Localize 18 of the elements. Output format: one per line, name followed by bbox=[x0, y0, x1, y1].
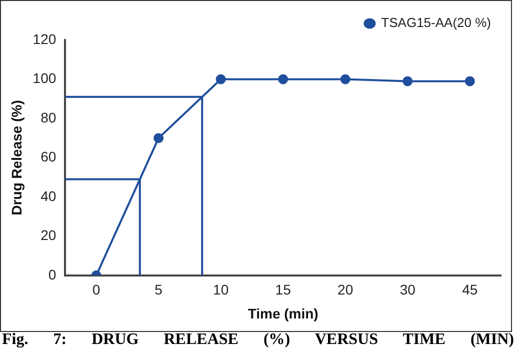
y-tick-label: 0 bbox=[48, 266, 56, 282]
y-tick-label: 120 bbox=[32, 30, 56, 47]
y-tick-label: 40 bbox=[40, 188, 56, 204]
y-axis-title: Drug Release (%) bbox=[8, 100, 24, 216]
x-tick-label: 30 bbox=[400, 282, 416, 298]
caption: Fig. 7: DRUG RELEASE (%) VERSUS TIME (MIN) bbox=[2, 331, 514, 349]
y-tick-label: 100 bbox=[32, 70, 56, 86]
y-tick-label: 60 bbox=[40, 148, 56, 165]
y-tick-label: 20 bbox=[40, 227, 56, 244]
x-tick-label: 15 bbox=[275, 282, 292, 298]
x-tick-label: 5 bbox=[154, 282, 163, 298]
x-tick-label: 20 bbox=[338, 282, 354, 298]
x-tick-label: 45 bbox=[462, 282, 478, 298]
legend-label: TSAG15-AA(20 %) bbox=[381, 15, 492, 30]
x-tick-label: 0 bbox=[92, 282, 100, 298]
y-tick-label: 80 bbox=[40, 109, 56, 126]
x-axis-title: Time (min) bbox=[248, 305, 318, 322]
x-tick-label: 10 bbox=[213, 282, 229, 298]
